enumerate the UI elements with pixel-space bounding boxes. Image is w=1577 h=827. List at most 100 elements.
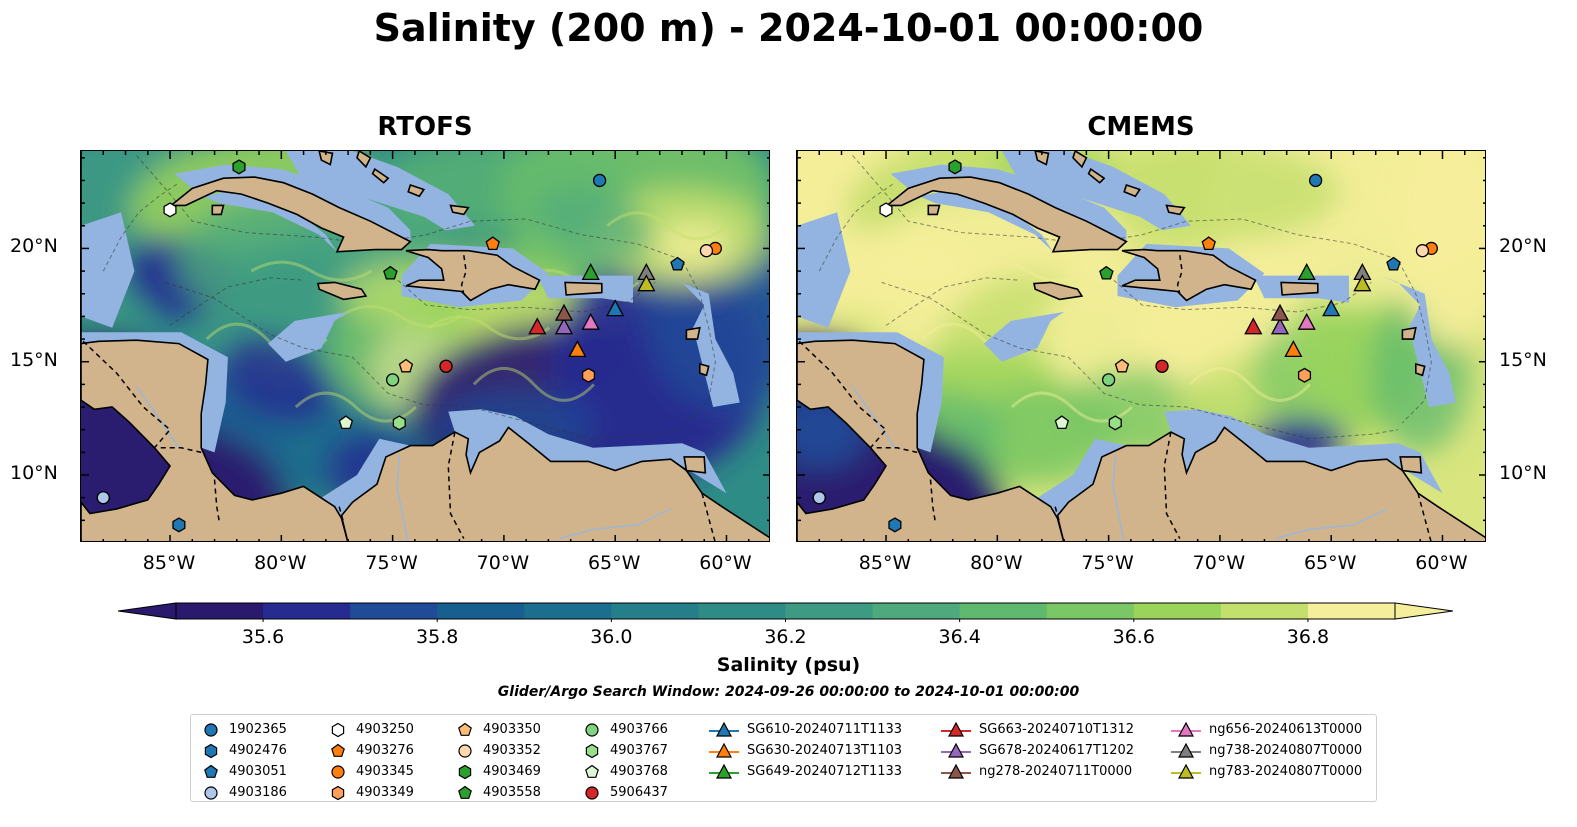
pentagon-marker-icon [458,722,472,736]
legend-entry-argo: 4903349 [328,782,414,803]
legend-label: SG610-20240711T1133 [747,722,903,737]
land-guadeloupe [1401,326,1417,340]
legend-label: 4903250 [356,722,414,737]
legend-entry-argo: 4903558 [455,782,541,803]
pentagon-marker-icon [585,764,599,778]
argo-marker-4903352 [1415,244,1430,258]
land-puerto-rico [564,281,603,296]
triangle-marker-icon [709,742,739,758]
land-martinique [698,362,710,377]
lat-label-right: 15°N [1499,348,1547,371]
legend-label: ng783-20240807T0000 [1209,764,1363,779]
legend-label: SG630-20240713T1103 [747,743,903,758]
colorbar-segment [698,603,786,619]
legend-label: 4903350 [483,722,541,737]
land-hispaniola [1121,248,1257,302]
lon-label-cmems: 60°W [1415,552,1468,574]
triangle-marker-icon [1171,763,1201,779]
legend-column: SG663-20240710T1312 SG678-20240617T1202 ng… [941,719,1134,782]
panel-title-cmems: CMEMS [1087,112,1195,142]
colorbar-segment [1220,603,1309,619]
legend-label: SG678-20240617T1202 [979,743,1135,758]
glider-marker-ng656-20240613T0000 [1297,312,1316,330]
colorbar-tick-label: 36.6 [1112,626,1155,648]
legend-entry-glider: SG663-20240710T1312 [941,719,1134,740]
legend-entry-argo: 4903766 [582,719,668,740]
land-cuba [168,176,412,253]
legend-label: ng656-20240613T0000 [1209,722,1363,737]
triangle-marker-icon [941,763,971,779]
glider-marker-SG610-20240711T1133 [606,299,625,317]
legend-label: 4903349 [356,785,414,800]
legend-entry-argo: 5906437 [582,782,668,803]
legend-entry-glider: SG610-20240711T1133 [709,719,902,740]
lat-label-left: 20°N [10,235,58,258]
hexagon-marker-icon [331,722,345,737]
glider-marker-ng783-20240807T0000 [1353,274,1372,292]
legend-label: 4903352 [483,743,541,758]
land-central-america [81,151,349,541]
lon-label-rtofs: 60°W [699,552,752,574]
colorbar-segment [263,603,351,619]
glider-marker-SG678-20240617T1202 [1270,317,1290,335]
colorbar-tick-label: 36.8 [1286,626,1330,648]
lon-label-cmems: 70°W [1192,552,1246,574]
argo-marker-4903350 [1114,358,1130,373]
land-bahamas-2 [371,167,390,184]
argo-marker-4903350 [398,358,414,373]
legend-label: 4903186 [229,785,287,800]
glider-marker-SG663-20240710T1312 [1244,317,1263,335]
legend-label: 4903558 [483,785,541,800]
legend-entry-glider: ng278-20240711T0000 [941,761,1134,782]
legend-label: 4903276 [356,743,414,758]
legend-entry-glider: ng738-20240807T0000 [1171,740,1362,761]
argo-marker-4903276 [485,236,500,251]
argo-marker-4903349 [1297,367,1312,383]
colorbar [117,600,1454,622]
legend-label: SG663-20240710T1312 [979,722,1135,737]
figure-title: Salinity (200 m) - 2024-10-01 00:00:00 [373,6,1204,50]
legend-entry-glider: ng783-20240807T0000 [1171,761,1362,782]
lon-label-rtofs: 85°W [142,552,196,574]
pentagon-marker-icon [458,785,472,799]
triangle-marker-icon [709,721,739,737]
legend-entry-argo: 4902476 [201,740,287,761]
circle-marker-icon [585,785,599,800]
argo-marker-4903250 [163,202,177,218]
lon-label-cmems: 75°W [1081,552,1134,574]
argo-marker-4902476 [172,517,186,533]
argo-marker-1902365 [1308,173,1323,188]
colorbar-tick-label: 35.8 [416,626,459,648]
lon-label-cmems: 65°W [1303,552,1357,574]
land-andros [318,151,334,166]
legend-label: 4903051 [229,764,287,779]
legend-entry-argo: 4903768 [582,761,668,782]
glider-marker-SG663-20240710T1312 [528,317,547,335]
glider-marker-ng278-20240711T0000 [554,303,574,321]
argo-marker-4903469 [948,159,962,175]
cmems-map-panel [796,150,1486,542]
lon-label-cmems: 80°W [970,552,1023,574]
colorbar-segment [1307,603,1396,619]
argo-marker-5906437 [439,359,453,373]
legend-column: 4903350 4903352 4903469 4903558 [455,719,541,803]
legend-label: 4902476 [229,743,287,758]
colorbar-segment [524,603,612,619]
circle-marker-icon [585,722,599,737]
triangle-marker-icon [1171,721,1201,737]
legend-entry-glider: SG678-20240617T1202 [941,740,1134,761]
legend-label: ng738-20240807T0000 [1209,743,1363,758]
argo-marker-4903250 [879,202,893,218]
legend-label: 4903768 [610,764,668,779]
legend-label: 5906437 [610,785,668,800]
legend-column: SG610-20240711T1133 SG630-20240713T1103 SG… [709,719,902,782]
colorbar-arrow-low [117,602,177,620]
legend-entry-glider: SG649-20240712T1133 [709,761,902,782]
land-jamaica [317,281,368,301]
legend-label: 1902365 [229,722,287,737]
lon-label-rtofs: 70°W [476,552,530,574]
legend-entry-argo: 1902365 [201,719,287,740]
land-turks [1165,204,1186,216]
legend-column: 4903766 4903767 4903768 5906437 [582,719,668,803]
hexagon-marker-icon [331,785,345,800]
